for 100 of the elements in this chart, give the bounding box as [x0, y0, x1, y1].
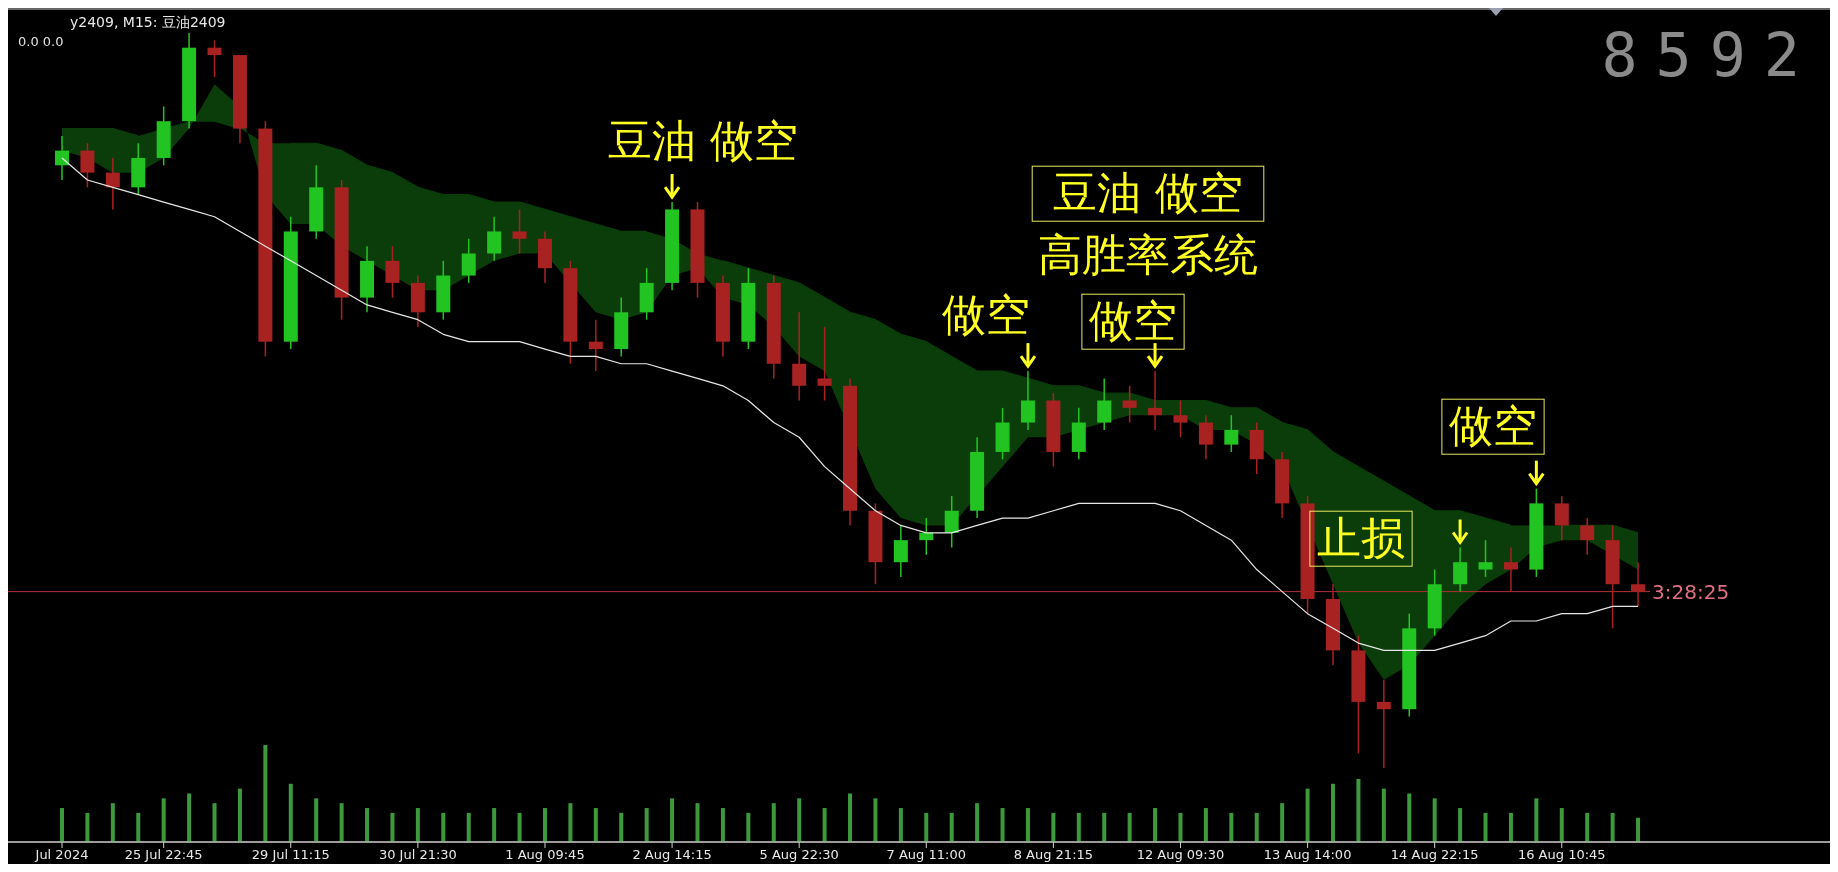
- annotation: 高胜率系统: [1038, 229, 1258, 280]
- bar: [1610, 812, 1615, 842]
- candlestick: [487, 216, 502, 262]
- candlestick: [512, 208, 527, 255]
- bar: [110, 803, 115, 842]
- bar: [415, 808, 420, 842]
- bar: [1432, 798, 1437, 842]
- bar: [848, 793, 853, 842]
- bar: [898, 808, 903, 842]
- bar: [85, 812, 90, 842]
- candlestick: [1173, 399, 1188, 438]
- annotation: 8592: [1601, 20, 1818, 90]
- candlestick: [1554, 495, 1569, 541]
- candlestick: [893, 524, 908, 578]
- bar: [263, 745, 268, 842]
- bar: [1305, 788, 1310, 842]
- candlestick: [1148, 370, 1163, 431]
- candlestick: [461, 238, 476, 284]
- x-tick-label: 12 Aug 09:30: [1136, 847, 1225, 862]
- bar: [1127, 812, 1132, 842]
- bar: [1585, 812, 1590, 842]
- bar: [568, 803, 573, 842]
- x-tick-label: 29 Jul 11:15: [251, 847, 330, 862]
- x-tick-label: 2 Aug 14:15: [632, 847, 712, 862]
- x-tick-label: 1 Aug 09:45: [505, 847, 585, 862]
- x-tick-label: 5 Aug 22:30: [759, 847, 839, 862]
- bar: [517, 812, 522, 842]
- x-tick-label: 7 Aug 11:00: [886, 847, 966, 862]
- bar: [797, 798, 802, 842]
- candlestick: [1503, 546, 1518, 593]
- bar: [237, 788, 242, 842]
- candlestick: [80, 142, 95, 189]
- x-tick-label: 8 Aug 21:15: [1013, 847, 1094, 862]
- bar: [1153, 808, 1158, 842]
- bar: [619, 812, 624, 842]
- bar: [542, 808, 547, 842]
- bar: [136, 812, 141, 842]
- text: 3:28:25: [1652, 580, 1730, 604]
- bar: [1508, 812, 1513, 842]
- annotation: 0.0 0.0: [18, 34, 64, 49]
- annotation: 豆油 做空: [608, 115, 798, 166]
- bar: [339, 803, 344, 842]
- bar: [1178, 812, 1183, 842]
- candlestick: [105, 157, 120, 211]
- bar: [593, 808, 598, 842]
- x-tick-label: 30 Jul 21:30: [378, 847, 457, 862]
- bar: [1356, 778, 1361, 842]
- bar: [670, 798, 675, 842]
- candlestick: [1097, 377, 1112, 431]
- candlestick: [1453, 546, 1468, 593]
- bar: [1280, 803, 1285, 842]
- annotation: 豆油 做空: [1053, 167, 1243, 218]
- candlestick: [1376, 679, 1391, 769]
- annotation: 做空: [1089, 295, 1177, 346]
- bar: [771, 803, 776, 842]
- bar: [1458, 808, 1463, 842]
- candlestick: [1020, 370, 1035, 431]
- bar: [1051, 812, 1056, 842]
- bar: [1559, 808, 1564, 842]
- candlestick: [1198, 414, 1213, 461]
- bar: [314, 798, 319, 842]
- bar: [1331, 783, 1335, 842]
- x-tick-label: 14 Aug 22:15: [1390, 847, 1479, 862]
- bar: [975, 803, 980, 842]
- bar: [644, 808, 649, 842]
- candlestick: [1631, 561, 1646, 608]
- candlestick: [207, 39, 222, 78]
- bar: [1000, 808, 1005, 842]
- annotation: 做空: [1449, 400, 1537, 451]
- bar: [1025, 808, 1030, 842]
- bar: [924, 812, 929, 842]
- bar: [695, 803, 700, 842]
- candlestick: [1122, 385, 1137, 424]
- x-tick-label: 25 Jul 22:45: [124, 847, 203, 862]
- bar: [1102, 812, 1107, 842]
- candlestick: [944, 495, 959, 549]
- bar: [390, 812, 395, 842]
- x-tick-label: 13 Aug 14:00: [1263, 847, 1352, 862]
- bar: [1076, 812, 1081, 842]
- bar: [187, 793, 192, 842]
- chart-title: y2409, M15: 豆油2409: [70, 14, 226, 30]
- bar: [288, 783, 293, 842]
- bar: [873, 798, 878, 842]
- bar: [746, 812, 751, 842]
- bar: [822, 808, 827, 842]
- bar: [441, 812, 446, 842]
- candlestick: [1580, 517, 1595, 556]
- bar: [1636, 817, 1641, 842]
- bar: [1381, 788, 1386, 842]
- bar: [365, 808, 370, 842]
- bar: [1483, 812, 1488, 842]
- candlestick: [1478, 539, 1493, 578]
- bar: [212, 803, 217, 842]
- bar: [466, 812, 471, 842]
- annotation: 做空: [942, 289, 1030, 340]
- bar: [949, 812, 954, 842]
- bar: [1203, 808, 1208, 842]
- annotation: 止损: [1317, 512, 1405, 563]
- x-tick-label: Jul 2024: [34, 847, 89, 862]
- candlestick: [919, 517, 934, 556]
